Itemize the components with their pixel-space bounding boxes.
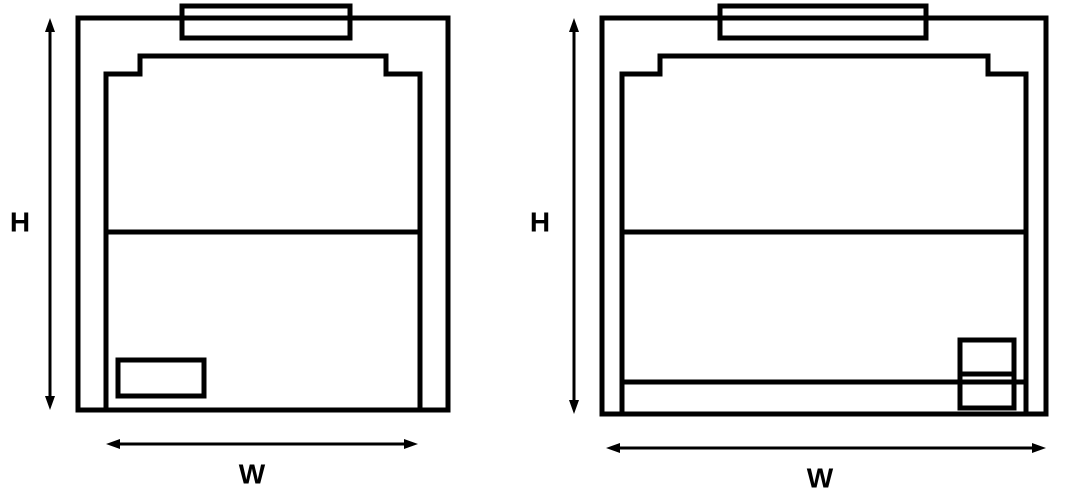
right-sub-rect-1: [960, 374, 1014, 408]
right-width-dim-arrow-right: [1032, 443, 1046, 453]
right-width-dim-label: W: [807, 462, 834, 493]
left-height-dim-arrow-top: [45, 18, 55, 32]
right-outer-rect: [602, 18, 1046, 414]
right-height-dim-arrow-top: [569, 18, 579, 32]
left-width-dim-arrow-left: [106, 439, 120, 449]
right-width-dim-arrow-left: [606, 443, 620, 453]
right-height-dim-label: H: [530, 206, 550, 237]
left-cap-rect: [182, 6, 350, 38]
right-height-dim-arrow-bottom: [569, 400, 579, 414]
left-outer-rect: [78, 18, 448, 410]
right-cap-rect: [720, 6, 926, 38]
left-height-dim-label: H: [10, 206, 30, 237]
left-width-dim-label: W: [239, 458, 266, 489]
right-sub-rect-0: [960, 340, 1014, 374]
left-height-dim-arrow-bottom: [45, 396, 55, 410]
left-sub-rect: [118, 360, 204, 396]
right-inner-outline: [622, 56, 1026, 414]
left-width-dim-arrow-right: [404, 439, 418, 449]
